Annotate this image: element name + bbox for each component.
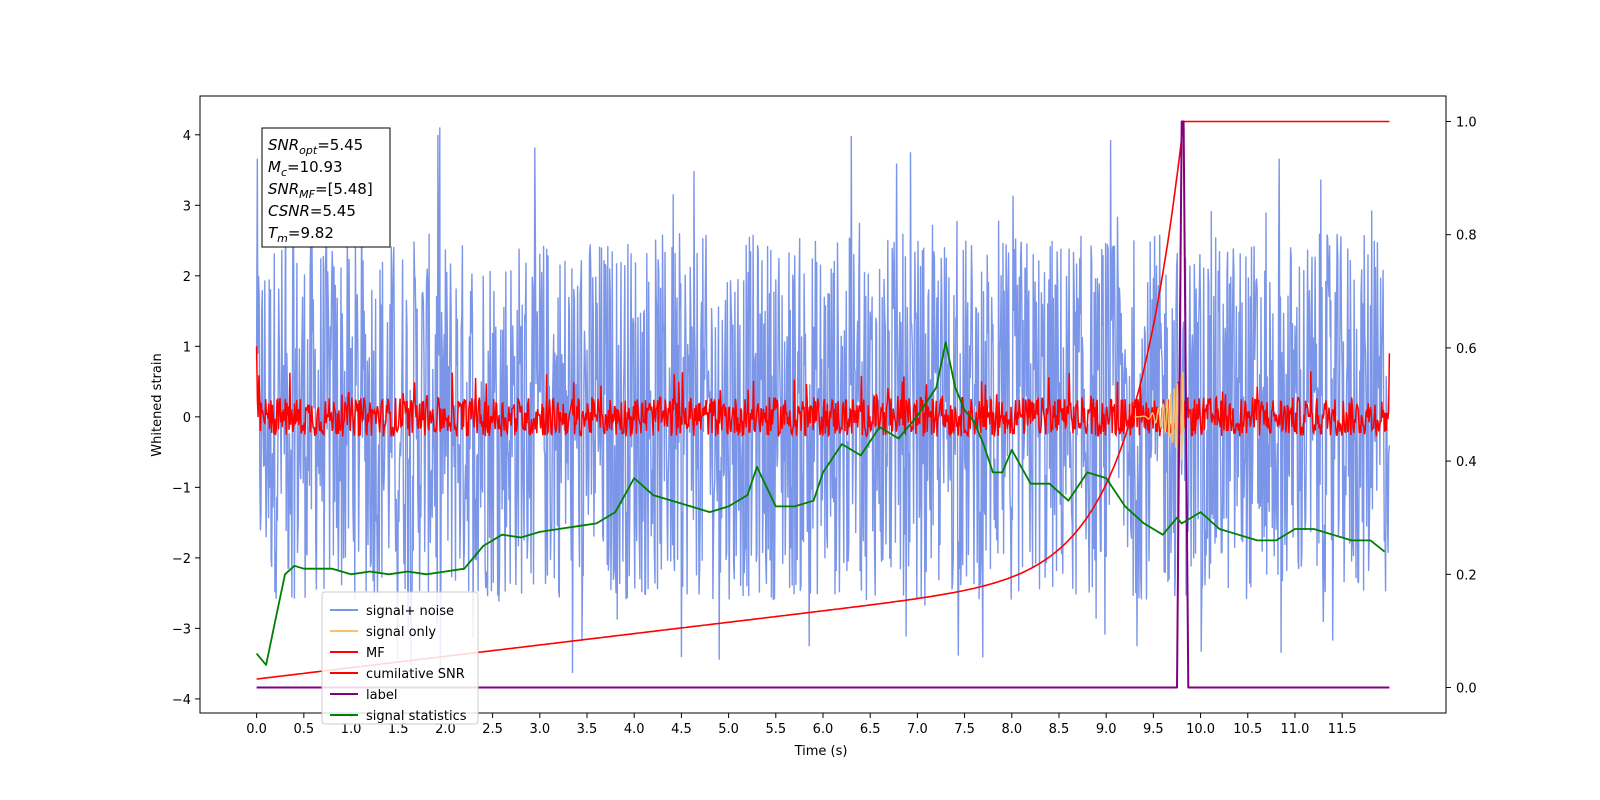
legend-entry: MF — [366, 646, 385, 661]
x-tick-label: 10.5 — [1233, 722, 1262, 737]
x-tick-label: 9.5 — [1143, 722, 1164, 737]
x-tick-label: 3.5 — [577, 722, 598, 737]
annotation-value: =9.82 — [288, 224, 334, 242]
x-tick-label: 1.5 — [388, 722, 409, 737]
annotation-symbol: SNR — [268, 136, 299, 154]
x-tick-label: 7.5 — [954, 722, 975, 737]
x-tick-label: 0.0 — [246, 722, 267, 737]
y-axis-left: 4 3 2 1 0 −1 −2 −3 −4 — [172, 129, 200, 708]
series-signal-only — [1134, 371, 1185, 461]
x-tick-label: 8.5 — [1049, 722, 1070, 737]
x-tick-label: 3.0 — [529, 722, 550, 737]
y2-tick-label: 1.0 — [1456, 115, 1477, 130]
y2-tick-label: 0.2 — [1456, 568, 1477, 583]
y2-tick-label: 0.6 — [1456, 342, 1477, 357]
legend-entry: label — [366, 688, 397, 703]
x-tick-label: 5.0 — [718, 722, 739, 737]
annotation-symbol: SNR — [268, 180, 299, 198]
annotation-subscript: opt — [299, 144, 318, 157]
x-tick-label: 10.0 — [1186, 722, 1215, 737]
x-axis: 0.0 0.5 1.0 1.5 2.0 2.5 3.0 3.5 4.0 4.5 5.0 5.5 6.0 6… — [246, 713, 1357, 737]
y-tick-label: 3 — [183, 199, 191, 214]
legend-frame — [321, 591, 479, 725]
annotation-line: Mc=10.93 — [268, 158, 343, 179]
annotation-symbol: M — [268, 158, 281, 176]
x-tick-label: 2.0 — [435, 722, 456, 737]
y-tick-label: 2 — [183, 270, 191, 285]
x-tick-label: 4.5 — [671, 722, 692, 737]
x-tick-label: 5.5 — [765, 722, 786, 737]
legend: signal+ noise signal only MF cumilative SNR… — [321, 591, 479, 725]
annotation-line: CSNR=5.45 — [268, 202, 356, 220]
y2-tick-label: 0.4 — [1456, 455, 1477, 470]
x-tick-label: 0.5 — [293, 722, 314, 737]
annotation-symbol: T — [268, 224, 279, 242]
y-tick-label: −4 — [172, 693, 191, 708]
series-label — [256, 120, 1390, 689]
x-tick-label: 11.5 — [1328, 722, 1357, 737]
y2-tick-label: 0.8 — [1456, 229, 1477, 244]
annotation-value: =[5.48] — [315, 180, 373, 198]
y-tick-label: −1 — [172, 481, 191, 496]
series-mf — [255, 346, 1391, 439]
annotation-value: =5.45 — [310, 202, 356, 220]
annotation-subscript: m — [277, 232, 288, 245]
y-tick-label: 4 — [183, 129, 191, 144]
y-axis-right: 1.0 0.8 0.6 0.4 0.2 0.0 — [1446, 115, 1477, 697]
x-axis-label: Time (s) — [794, 744, 848, 759]
annotation-line: Tm=9.82 — [268, 224, 334, 245]
x-tick-label: 4.0 — [624, 722, 645, 737]
legend-entry: signal statistics — [366, 709, 467, 724]
x-tick-label: 6.5 — [860, 722, 881, 737]
annotation-line: SNRMF=[5.48] — [268, 180, 373, 201]
y-axis-label: Whitened strain — [150, 353, 165, 456]
legend-entry: signal only — [366, 625, 436, 640]
y-tick-label: 1 — [183, 340, 191, 355]
annotation-subscript: c — [281, 166, 287, 179]
x-tick-label: 6.0 — [813, 722, 834, 737]
annotation-line: SNRopt=5.45 — [268, 136, 363, 157]
x-tick-label: 9.0 — [1096, 722, 1117, 737]
annotation-value: =5.45 — [317, 136, 363, 154]
legend-entry: cumilative SNR — [366, 667, 465, 682]
y-tick-label: −3 — [172, 622, 191, 637]
annotation-box: SNRopt=5.45Mc=10.93SNRMF=[5.48]CSNR=5.45… — [261, 127, 391, 248]
annotation-subscript: MF — [299, 188, 315, 201]
annotation-symbol: CSNR — [268, 202, 310, 220]
y2-tick-label: 0.0 — [1456, 682, 1477, 697]
legend-entry: signal+ noise — [366, 604, 454, 619]
y-tick-label: −2 — [172, 552, 191, 567]
x-tick-label: 8.0 — [1001, 722, 1022, 737]
annotation-value: =10.93 — [287, 158, 343, 176]
y-tick-label: 0 — [183, 411, 191, 426]
series-signal-statistics — [255, 341, 1386, 666]
x-tick-label: 2.5 — [482, 722, 503, 737]
x-tick-label: 11.0 — [1280, 722, 1309, 737]
x-tick-label: 1.0 — [341, 722, 362, 737]
x-tick-label: 7.0 — [907, 722, 928, 737]
